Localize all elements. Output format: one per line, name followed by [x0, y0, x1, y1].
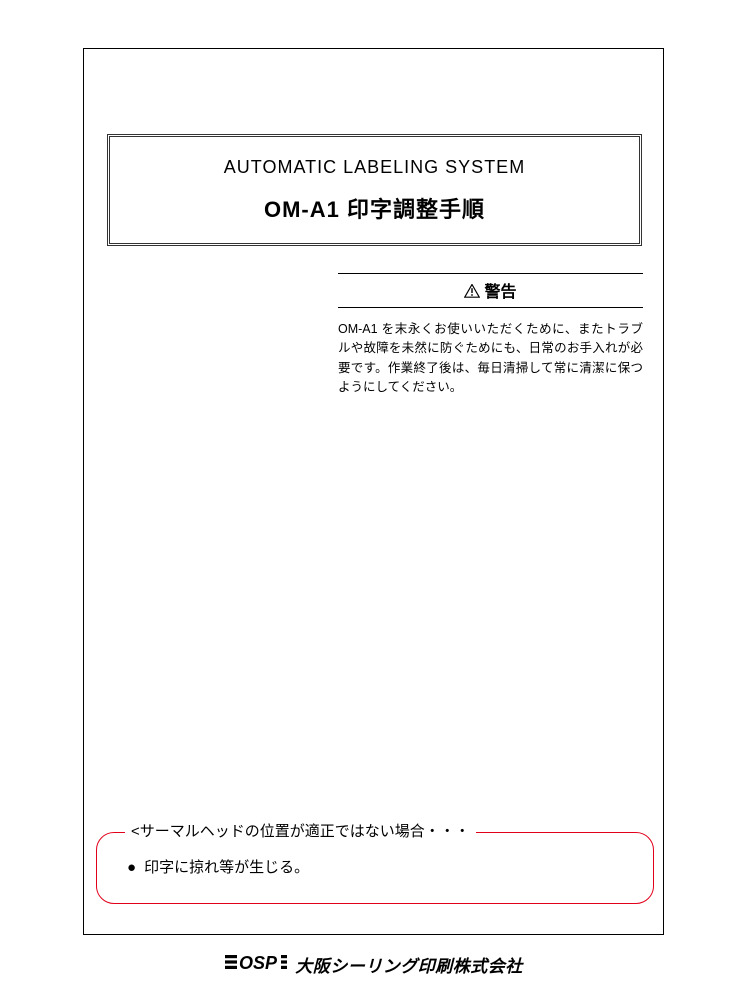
title-line1: AUTOMATIC LABELING SYSTEM — [224, 157, 525, 178]
page-frame: AUTOMATIC LABELING SYSTEM OM-A1 印字調整手順 警… — [83, 48, 664, 935]
note-box: <サーマルヘッドの位置が適正ではない場合・・・ ●印字に掠れ等が生じる。 — [96, 832, 654, 904]
bullet-icon: ● — [127, 859, 136, 876]
title-line2: OM-A1 印字調整手順 — [264, 192, 485, 224]
warning-triangle-icon — [464, 284, 480, 303]
warning-header-text: 警告 — [484, 284, 516, 301]
note-body: ● 印字に掠れ等が生じる。 — [127, 856, 309, 877]
note-body-text: 印字に掠れ等が生じる。 — [144, 859, 309, 876]
warning-body: OM-A1 を末永くお使いいただくために、またトラブルや故障を未然に防ぐためにも… — [338, 320, 643, 398]
osp-logo-icon: OSP — [225, 951, 289, 978]
footer-company: 大阪シーリング印刷株式会社 — [295, 952, 523, 977]
title-box: AUTOMATIC LABELING SYSTEM OM-A1 印字調整手順 — [107, 134, 642, 246]
warning-header: 警告 — [338, 273, 643, 308]
footer: OSP 大阪シーリング印刷株式会社 — [0, 951, 748, 978]
note-label: <サーマルヘッドの位置が適正ではない場合・・・ — [125, 820, 476, 841]
warning-block: 警告 OM-A1 を末永くお使いいただくために、またトラブルや故障を未然に防ぐた… — [338, 273, 643, 398]
svg-text:OSP: OSP — [239, 953, 278, 973]
